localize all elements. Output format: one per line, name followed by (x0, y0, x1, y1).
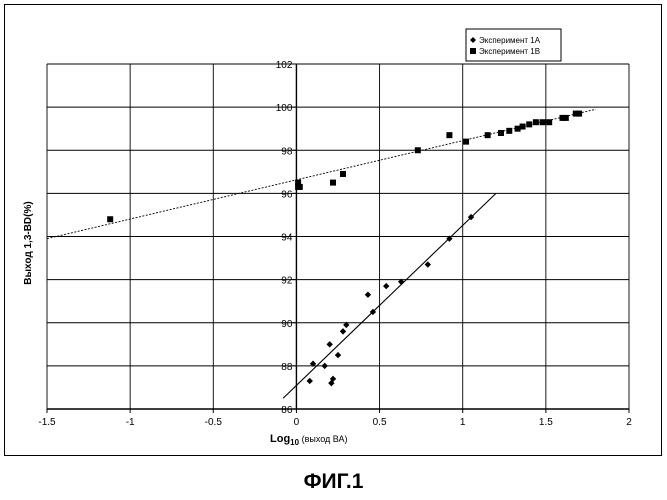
x-tick-label: 1.5 (539, 417, 553, 428)
data-point-1b (330, 180, 336, 186)
points-layer (107, 111, 582, 387)
data-point-1b (297, 184, 303, 190)
data-point-1b (463, 139, 469, 145)
x-tick-label: 1 (460, 417, 466, 428)
chart-svg: 86889092949698100102-1.5-1-0.500.511.52 … (5, 5, 663, 457)
y-tick-label: 90 (281, 319, 293, 330)
legend-label-1b: Эксперимент 1В (479, 47, 540, 56)
data-point-1a (307, 378, 313, 384)
data-point-1a (335, 352, 341, 358)
y-tick-label: 94 (281, 233, 293, 244)
data-point-1a (383, 283, 389, 289)
x-tick-label: 0.5 (373, 417, 387, 428)
chart-frame: 86889092949698100102-1.5-1-0.500.511.52 … (4, 4, 662, 456)
data-point-1b (533, 119, 539, 125)
legend-marker-square (470, 48, 476, 54)
y-tick-label: 98 (281, 146, 293, 157)
trendline-series-2 (47, 109, 596, 238)
data-point-1b (498, 130, 504, 136)
data-point-1b (506, 128, 512, 134)
axes-layer (47, 64, 629, 413)
x-tick-label: -1.5 (38, 417, 56, 428)
data-point-1b (576, 111, 582, 117)
data-point-1b (340, 171, 346, 177)
x-tick-label: 2 (626, 417, 632, 428)
figure-caption: ФИГ.1 (0, 470, 667, 494)
legend-box (466, 29, 561, 61)
y-tick-label: 88 (281, 362, 293, 373)
data-point-1a (326, 341, 332, 347)
data-point-1b (546, 119, 552, 125)
data-point-1b (520, 124, 526, 130)
legend: Эксперимент 1А Эксперимент 1В (466, 29, 561, 61)
x-tick-label: 0 (294, 417, 300, 428)
x-tick-label: -1 (126, 417, 135, 428)
x-axis-label-main: Log (270, 433, 290, 445)
data-point-1b (540, 119, 546, 125)
data-point-1a (425, 261, 431, 267)
y-tick-label: 92 (281, 276, 293, 287)
y-axis-label: Выход 1,3-BD(%) (23, 201, 34, 284)
labels-layer: 86 88 90 92 94 96 98 100 102 -1.5 -1 -0.5 0 0.5 1 1.5 2 (38, 60, 632, 428)
y-tick-label: 102 (276, 60, 293, 71)
data-point-1b (485, 132, 491, 138)
trend-layer (47, 109, 596, 398)
data-point-1a (340, 328, 346, 334)
trendline-series-1 (283, 193, 496, 398)
y-tick-label: 96 (281, 189, 293, 200)
data-point-1b (446, 132, 452, 138)
data-point-1b (107, 216, 113, 222)
data-point-1a (321, 363, 327, 369)
data-point-1a (365, 292, 371, 298)
data-point-1b (563, 115, 569, 121)
legend-label-1a: Эксперимент 1А (479, 36, 541, 45)
data-point-1b (415, 147, 421, 153)
x-axis-label: Log10 (выход ВА) (270, 433, 348, 447)
y-tick-label: 86 (281, 405, 293, 416)
y-tick-label: 100 (276, 103, 293, 114)
x-axis-label-rest: (выход ВА) (299, 434, 347, 444)
data-point-1b (526, 121, 532, 127)
x-tick-label: -0.5 (205, 417, 223, 428)
